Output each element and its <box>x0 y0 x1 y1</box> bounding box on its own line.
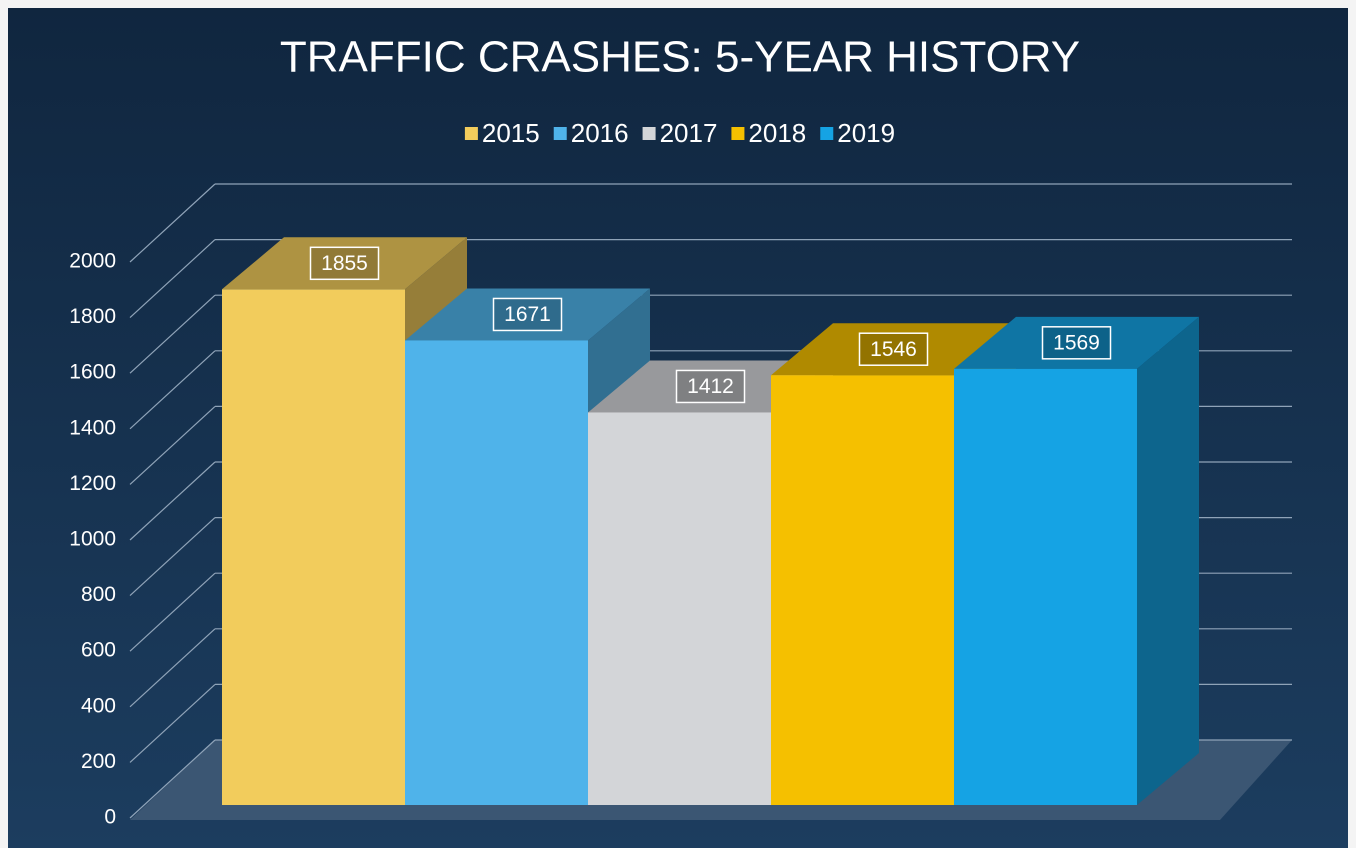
chart-title: TRAFFIC CRASHES: 5-YEAR HISTORY <box>280 33 1080 82</box>
grid-line <box>129 405 216 485</box>
legend-swatch <box>464 127 478 140</box>
data-label-box <box>1041 326 1112 360</box>
grid-line <box>129 572 216 652</box>
grid-line <box>129 628 216 708</box>
data-label: 1671 <box>504 303 551 326</box>
bar <box>222 289 405 805</box>
y-tick-label: 1600 <box>69 361 116 384</box>
legend-label: 2019 <box>837 118 895 148</box>
bar <box>405 340 588 805</box>
legend-label: 2018 <box>748 118 806 148</box>
data-label-box <box>675 369 746 404</box>
legend-swatch <box>820 127 834 140</box>
y-tick-label: 200 <box>81 750 116 773</box>
data-label: 1412 <box>687 375 734 398</box>
data-label: 1546 <box>870 338 917 361</box>
grid-line <box>129 739 216 819</box>
legend-label: 2017 <box>660 118 718 148</box>
legend-swatch <box>553 127 567 140</box>
data-label-box <box>858 332 929 366</box>
legend-label: 2015 <box>482 118 540 148</box>
grid-line <box>129 517 216 597</box>
y-tick-label: 600 <box>81 639 116 662</box>
grid-line <box>129 461 216 541</box>
grid-line <box>129 239 216 319</box>
data-label: 1569 <box>1053 331 1100 354</box>
y-tick-label: 1400 <box>69 416 116 439</box>
bar-side <box>1137 316 1199 805</box>
legend-swatch <box>731 127 745 140</box>
y-tick-label: 2000 <box>69 250 116 273</box>
y-tick-label: 800 <box>81 583 116 606</box>
y-tick-label: 0 <box>104 806 116 829</box>
bar <box>771 375 954 805</box>
y-tick-label: 1800 <box>69 305 116 328</box>
data-label: 1855 <box>321 252 368 275</box>
y-tick-label: 1200 <box>69 472 116 495</box>
legend: 2015 2016 2017 2018 2019 <box>464 118 895 148</box>
grid-line <box>129 294 216 374</box>
y-tick-label: 400 <box>81 694 116 717</box>
legend-swatch <box>642 127 656 140</box>
grid-line <box>129 683 216 763</box>
data-label-box <box>492 297 563 332</box>
bar <box>954 368 1137 805</box>
data-label-box <box>309 246 380 281</box>
grid-line <box>129 183 216 263</box>
bar <box>588 412 771 805</box>
legend-label: 2016 <box>571 118 629 148</box>
y-tick-label: 1000 <box>69 528 116 551</box>
grid-line <box>129 350 216 430</box>
